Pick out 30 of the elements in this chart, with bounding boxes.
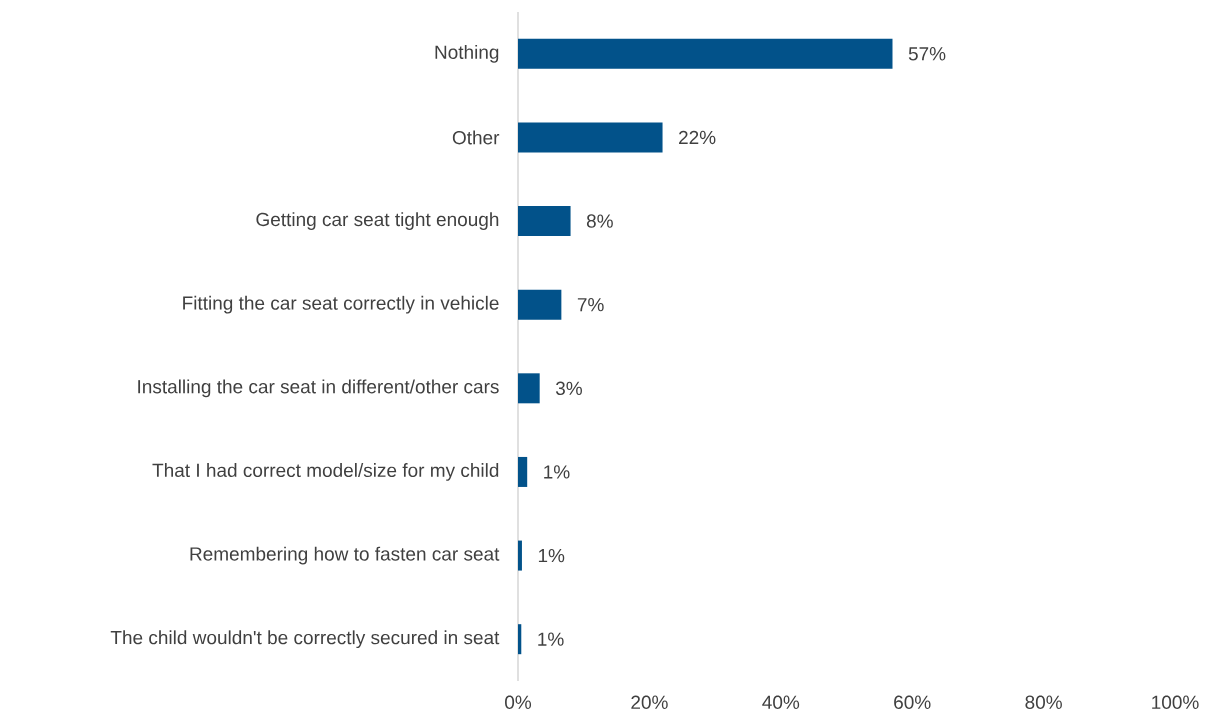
bar: [518, 122, 663, 153]
y-tick-label: That I had correct model/size for my child: [152, 463, 499, 481]
data-label: 1%: [538, 632, 564, 646]
y-tick-label: Installing the car seat in different/other cars: [138, 379, 499, 398]
x-tick-label: 40%: [762, 695, 800, 709]
data-label: 57%: [908, 47, 946, 61]
data-label: 1%: [544, 465, 570, 479]
y-tick-label: Remembering how to fasten car seat: [190, 546, 500, 565]
bar: [518, 624, 522, 655]
bar: [518, 540, 522, 571]
y-tick-label: Getting car seat tight enough: [256, 212, 499, 230]
x-tick-label: 80%: [1025, 695, 1062, 709]
bar: [518, 456, 528, 487]
x-tick-label: 100%: [1152, 695, 1199, 709]
data-label: 1%: [538, 548, 565, 563]
bar: [518, 373, 540, 404]
x-tick-label: 60%: [894, 695, 931, 709]
bar: [518, 38, 893, 69]
data-label: 7%: [577, 298, 604, 312]
x-tick-label: 20%: [631, 695, 668, 709]
y-tick-label: Other: [452, 130, 500, 145]
x-tick-label: 0%: [505, 695, 532, 709]
data-label: 3%: [555, 381, 582, 396]
y-tick-label: The child wouldn't be correctly secured in seat: [110, 630, 500, 649]
data-label: 8%: [586, 214, 613, 228]
bar: [518, 289, 562, 320]
y-tick-label: Nothing: [435, 44, 499, 63]
data-label: 22%: [679, 130, 716, 145]
y-tick-label: Fitting the car seat correctly in vehicle: [183, 295, 499, 314]
bar: [518, 206, 571, 237]
